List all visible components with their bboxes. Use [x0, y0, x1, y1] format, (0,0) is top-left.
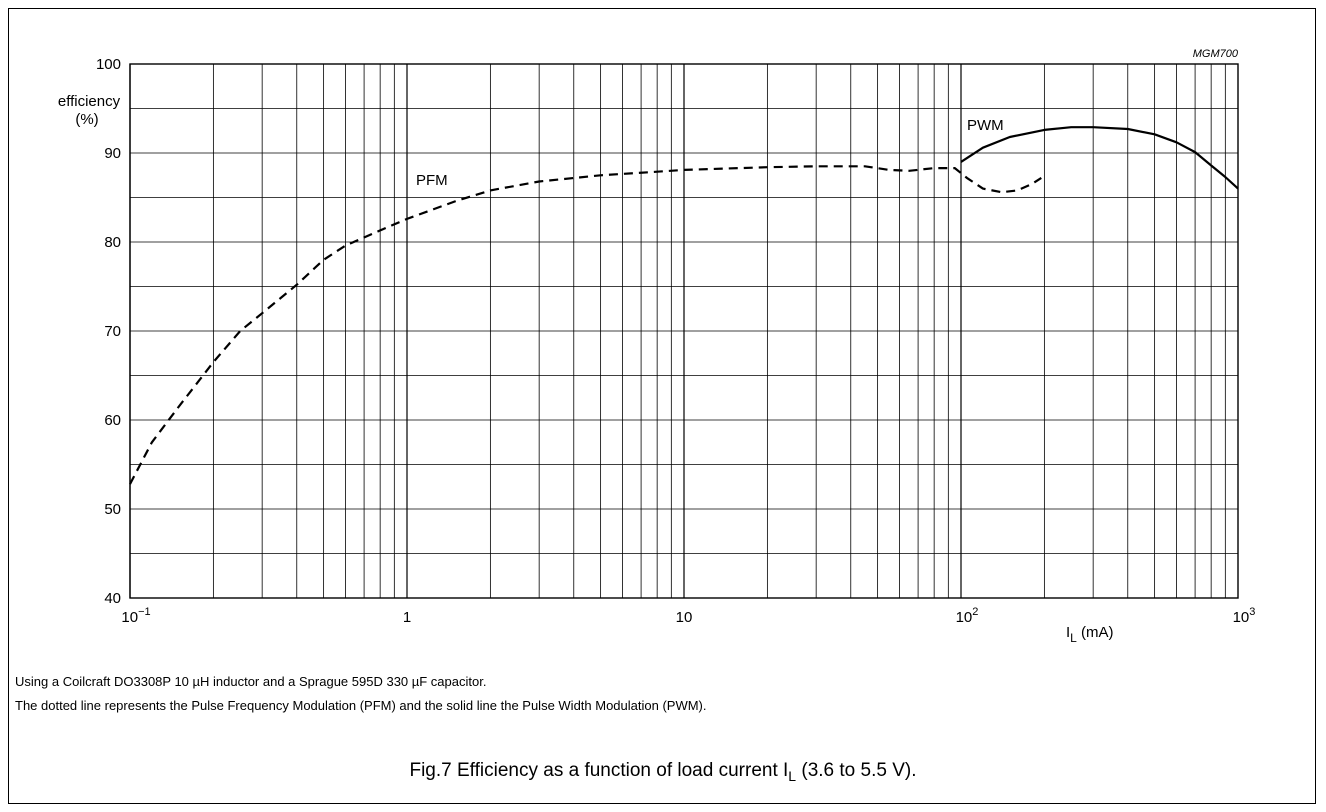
x-tick-label: 10	[676, 609, 693, 626]
y-axis-label-line1: efficiency	[58, 93, 121, 110]
x-tick-base: 10	[956, 609, 973, 626]
caption-text: Efficiency as a function of load current…	[451, 760, 789, 781]
series-line-pfm	[129, 165, 1042, 485]
x-axis-label-main: I	[1066, 624, 1070, 641]
x-tick-label: 103	[1233, 606, 1256, 626]
caption-sub: L	[788, 767, 797, 784]
x-tick-base: 10	[1233, 609, 1250, 626]
x-tick-label: 102	[956, 606, 979, 626]
chart-series	[129, 126, 1239, 485]
series-label-pwm: PWM	[967, 117, 1004, 134]
plot-border	[129, 63, 1239, 599]
figure-code: MGM700	[1193, 48, 1239, 60]
y-tick-label: 100	[96, 56, 121, 73]
y-tick-label: 70	[104, 323, 121, 340]
x-tick-base: 10	[676, 609, 693, 626]
x-tick-exponent: 2	[972, 606, 978, 618]
caption-tail: (3.6 to 5.5 V).	[796, 760, 917, 781]
chart-grid	[129, 63, 1239, 599]
y-tick-label: 60	[104, 412, 121, 429]
x-axis-label-sub: L	[1070, 631, 1077, 645]
x-axis-label: IL (mA)	[1066, 624, 1114, 645]
figure-frame	[8, 8, 1316, 804]
y-tick-label: 50	[104, 501, 121, 518]
caption-fig: Fig.7	[409, 760, 452, 781]
x-axis-label-unit: (mA)	[1077, 624, 1114, 641]
x-tick-exponent: 3	[1249, 606, 1255, 618]
series-label-pfm: PFM	[416, 172, 448, 189]
y-tick-label: 80	[104, 234, 121, 251]
x-tick-label: 10−1	[121, 606, 150, 626]
note-line-2: The dotted line represents the Pulse Fre…	[15, 698, 707, 713]
note-line-1: Using a Coilcraft DO3308P 10 µH inductor…	[15, 674, 487, 689]
y-tick-label: 40	[104, 590, 121, 607]
series-line-pwm	[960, 126, 1239, 190]
x-tick-base: 1	[403, 609, 411, 626]
figure-caption: Fig.7 Efficiency as a function of load c…	[0, 760, 1326, 784]
x-tick-label: 1	[403, 609, 411, 626]
y-tick-label: 90	[104, 145, 121, 162]
x-tick-exponent: −1	[138, 606, 151, 618]
y-axis-label-line2: (%)	[75, 111, 98, 128]
x-tick-base: 10	[121, 609, 138, 626]
